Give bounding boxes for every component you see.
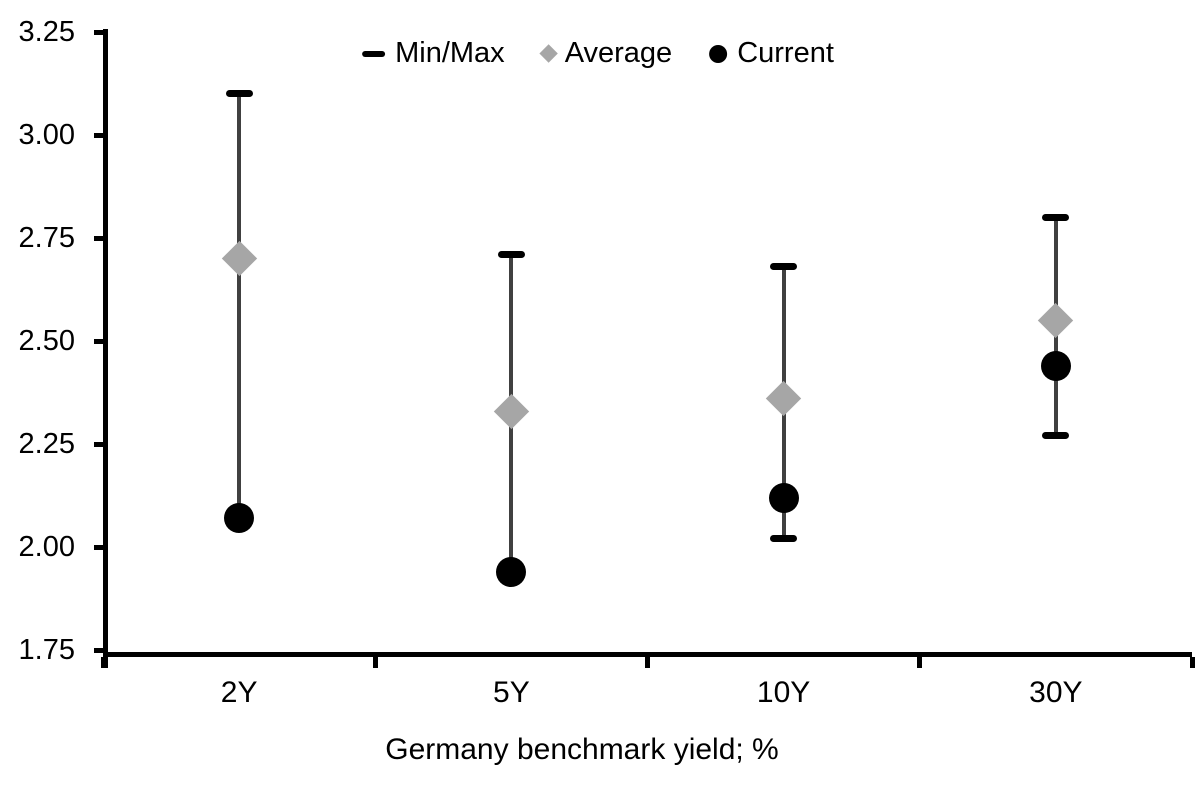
legend-item-current: Current	[709, 37, 834, 70]
y-axis-tick	[94, 235, 103, 241]
y-axis-tick-label: 2.00	[18, 531, 75, 563]
legend-label-minmax: Min/Max	[395, 37, 505, 69]
max-marker	[770, 263, 798, 271]
y-axis-tick	[94, 544, 103, 550]
current-marker	[768, 482, 799, 513]
average-marker	[221, 240, 257, 277]
y-axis-tick	[94, 647, 103, 653]
x-axis-title: Germany benchmark yield; %	[385, 733, 779, 766]
y-axis-tick-label: 3.25	[18, 16, 75, 48]
max-marker	[1042, 213, 1070, 221]
chart-legend: Min/Max Average Current	[362, 37, 834, 70]
max-marker	[225, 90, 253, 98]
y-axis-tick	[94, 29, 103, 35]
x-axis-tick	[917, 657, 923, 668]
x-axis-tick	[1189, 657, 1195, 668]
y-axis-line	[103, 29, 108, 668]
y-axis-tick-label: 2.25	[18, 428, 75, 460]
x-axis-line	[103, 652, 1192, 657]
current-marker	[496, 556, 527, 587]
legend-item-minmax: Min/Max	[362, 37, 505, 70]
x-axis-category-label: 2Y	[220, 676, 258, 709]
average-diamond-icon	[538, 44, 558, 63]
y-axis-tick	[94, 441, 103, 447]
average-marker	[765, 380, 802, 417]
min-marker	[770, 535, 798, 543]
max-marker	[497, 250, 525, 258]
average-marker	[493, 393, 530, 429]
average-marker	[1038, 302, 1074, 339]
legend-label-current: Current	[737, 37, 834, 69]
y-axis-tick	[94, 338, 103, 344]
x-axis-category-label: 10Y	[756, 676, 811, 709]
minmax-range-line	[237, 93, 242, 519]
y-axis-tick	[94, 132, 103, 138]
min-marker	[1042, 432, 1070, 440]
x-axis-tick	[100, 657, 106, 668]
y-axis-tick-label: 2.75	[18, 222, 75, 254]
y-axis-tick-label: 1.75	[18, 634, 75, 666]
x-axis-tick	[372, 657, 378, 668]
y-axis-tick-label: 3.00	[18, 119, 75, 151]
current-circle-icon	[709, 44, 728, 63]
x-axis-category-label: 30Y	[1029, 676, 1083, 709]
x-axis-category-label: 5Y	[493, 676, 530, 709]
legend-label-average: Average	[564, 37, 673, 69]
current-marker	[224, 503, 255, 534]
legend-item-average: Average	[538, 37, 673, 70]
x-axis-tick	[645, 657, 650, 668]
current-marker	[1040, 350, 1071, 381]
y-axis-tick-label: 2.50	[18, 325, 75, 357]
minmax-dash-icon	[362, 50, 386, 57]
